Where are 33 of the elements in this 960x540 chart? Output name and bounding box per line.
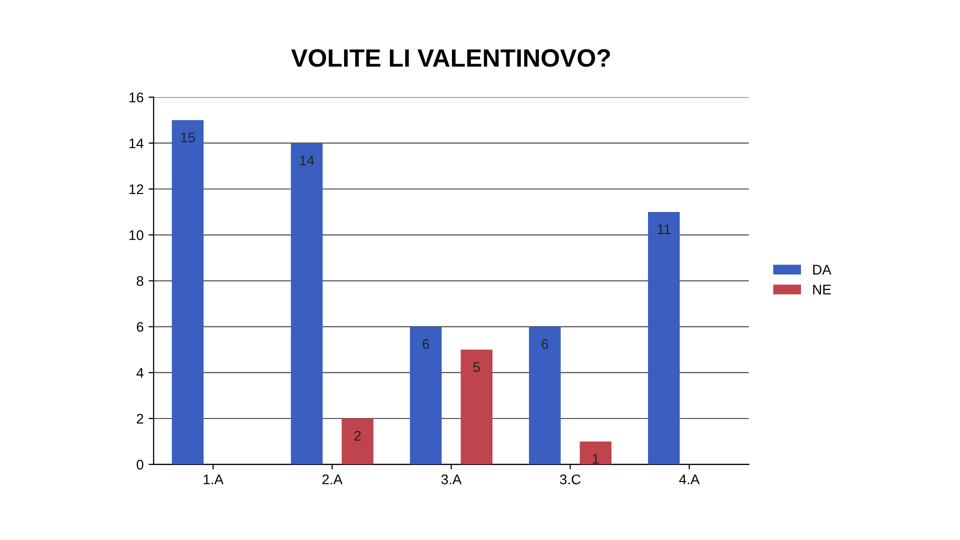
bar bbox=[648, 212, 680, 464]
data-label: 6 bbox=[422, 339, 430, 349]
bar bbox=[580, 441, 612, 464]
y-tick-label: 12 bbox=[129, 184, 144, 194]
bar bbox=[410, 326, 442, 464]
data-label: 5 bbox=[473, 362, 480, 372]
y-tick-label: 10 bbox=[129, 230, 144, 240]
y-tick-label: 0 bbox=[136, 460, 144, 470]
data-label: 15 bbox=[181, 132, 195, 142]
bar bbox=[172, 120, 204, 464]
y-tick-label: 6 bbox=[136, 322, 144, 332]
chart-title: VOLITE LI VALENTINOVO? bbox=[291, 49, 610, 67]
x-tick-label: 3.C bbox=[560, 474, 581, 484]
bar bbox=[290, 143, 323, 464]
y-tick-label: 8 bbox=[136, 276, 144, 286]
y-tick-label: 2 bbox=[136, 414, 144, 424]
legend-label: DA bbox=[813, 264, 832, 274]
x-tick-label: 2.A bbox=[322, 474, 343, 484]
data-label: 1 bbox=[592, 454, 599, 464]
bar bbox=[528, 326, 561, 464]
x-tick-label: 4.A bbox=[679, 474, 700, 484]
x-tick-label: 1.A bbox=[204, 474, 224, 484]
y-tick-label: 4 bbox=[136, 368, 144, 378]
y-tick-label: 14 bbox=[129, 138, 144, 148]
bar bbox=[342, 418, 374, 464]
legend-label: NE bbox=[813, 284, 831, 294]
data-label: 2 bbox=[354, 430, 361, 441]
x-tick-label: 3.A bbox=[441, 474, 462, 484]
y-tick-label: 16 bbox=[129, 92, 144, 102]
data-label: 6 bbox=[542, 339, 548, 349]
bar bbox=[460, 350, 492, 464]
data-label: 11 bbox=[658, 224, 670, 234]
data-label: 14 bbox=[300, 156, 314, 166]
